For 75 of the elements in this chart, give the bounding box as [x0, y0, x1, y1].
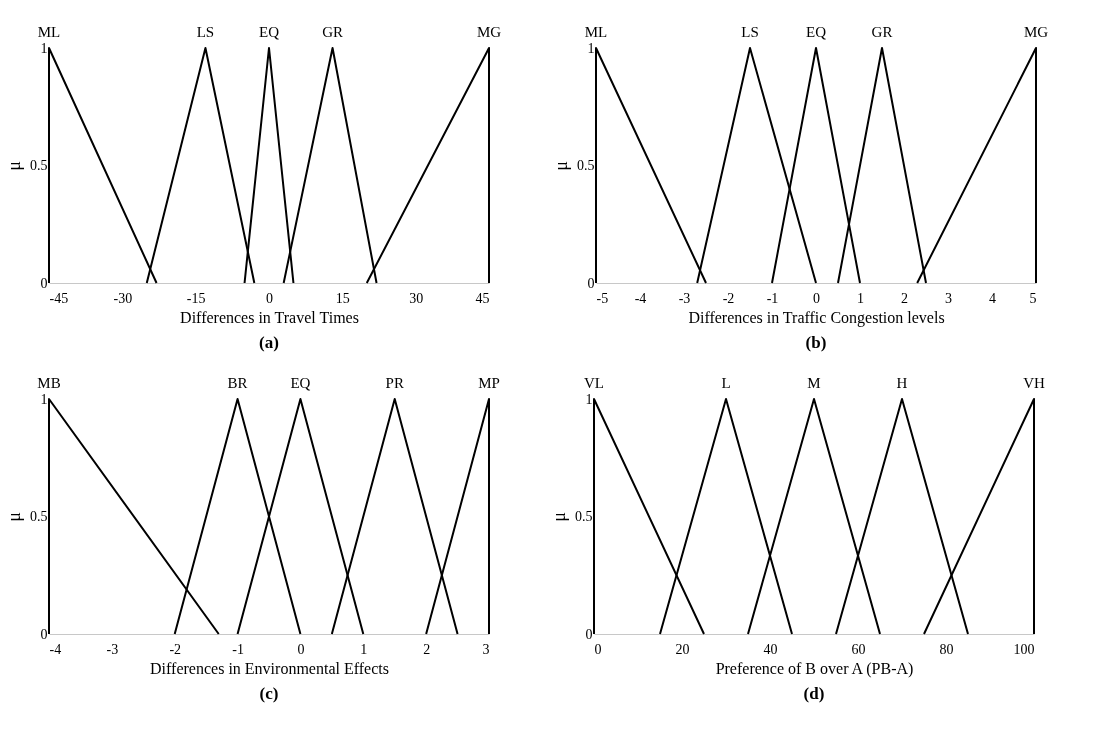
x-tick-label: -3: [106, 641, 119, 657]
y-tick-label: 0: [40, 626, 48, 642]
x-tick-label: 1: [857, 290, 864, 306]
series-label: MG: [476, 24, 502, 40]
y-tick-label: 1: [40, 391, 48, 407]
x-tick-label: -1: [232, 641, 244, 657]
y-axis-title: μ: [549, 512, 569, 522]
y-tick-label: 1: [40, 40, 48, 56]
x-tick-label: 40: [763, 641, 778, 657]
x-tick-label: 2: [423, 641, 431, 657]
y-axis-title: μ: [4, 512, 24, 522]
x-tick-label: 60: [851, 641, 866, 657]
y-tick-label: 0.5: [575, 509, 593, 524]
x-tick-label: 0: [813, 290, 820, 306]
x-tick-label: -45: [49, 290, 69, 306]
x-axis-title: Differences in Environmental Effects: [150, 659, 389, 677]
text: (c): [259, 684, 279, 703]
x-tick-label: -15: [186, 290, 206, 306]
x-tick-label: 4: [989, 290, 996, 306]
x-tick-label: -3: [678, 290, 691, 306]
series-label: BR: [227, 375, 248, 391]
text: (a): [259, 333, 279, 352]
series-label: PR: [385, 375, 404, 391]
x-tick-label: 0: [297, 641, 305, 657]
series-label: LS: [196, 24, 215, 40]
series-label: LS: [741, 24, 759, 40]
x-tick-label: 2: [901, 290, 908, 306]
x-tick-label: -4: [634, 290, 647, 306]
y-tick-label: 0: [40, 275, 48, 291]
y-tick-label: 1: [585, 391, 593, 407]
y-tick-label: 0.5: [30, 509, 48, 524]
y-axis-title: μ: [4, 161, 24, 171]
series-label: VH: [1023, 375, 1045, 391]
x-tick-label: 20: [675, 641, 690, 657]
series-label: ML: [37, 24, 61, 40]
x-tick-label: 80: [939, 641, 954, 657]
series-label: GR: [322, 24, 343, 40]
x-tick-label: -2: [722, 290, 735, 306]
x-tick-label: 3: [945, 290, 952, 306]
series-label: EQ: [806, 24, 827, 40]
x-tick-label: -5: [596, 290, 609, 306]
series-label: MG: [1023, 24, 1049, 40]
series-label: MB: [37, 375, 61, 391]
x-tick-label: -2: [169, 641, 182, 657]
y-tick-label: 1: [587, 40, 595, 56]
x-tick-label: 5: [1029, 290, 1037, 306]
series-label: ML: [584, 24, 608, 40]
series-label: EQ: [290, 375, 311, 391]
x-axis-title: Differences in Travel Times: [180, 308, 359, 326]
x-tick-label: -30: [113, 290, 133, 306]
text: (b): [805, 333, 827, 352]
x-axis-title: Differences in Traffic Congestion levels: [688, 308, 945, 327]
y-tick-label: 0: [585, 626, 593, 642]
text: (d): [803, 684, 825, 703]
x-tick-label: 0: [266, 290, 273, 306]
x-tick-label: 3: [482, 641, 490, 657]
y-tick-label: 0: [587, 275, 595, 291]
series-label: M: [807, 375, 821, 391]
x-tick-label: -4: [49, 641, 62, 657]
x-tick-label: -1: [766, 290, 779, 306]
series-label: H: [896, 375, 908, 391]
y-axis-title: μ: [551, 161, 571, 171]
series-label: EQ: [259, 24, 280, 40]
series-label: MP: [478, 375, 500, 391]
x-tick-label: 100: [1013, 641, 1035, 657]
y-tick-label: 0.5: [577, 158, 595, 173]
series-label: GR: [871, 24, 893, 40]
x-tick-label: 45: [475, 290, 490, 306]
x-tick-label: 1: [360, 641, 368, 657]
x-tick-label: 30: [409, 290, 424, 306]
y-tick-label: 0.5: [30, 158, 48, 173]
series-label: VL: [584, 375, 604, 391]
x-tick-label: 15: [335, 290, 350, 306]
series-label: L: [721, 375, 731, 391]
x-axis-title: Preference of B over A (PB-A): [715, 659, 914, 678]
